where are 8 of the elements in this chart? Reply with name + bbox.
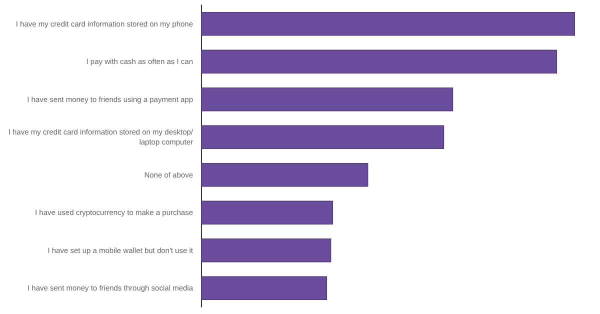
bar [201,12,575,36]
bar [201,238,332,262]
bar [201,276,328,300]
bar [201,162,368,187]
bar [201,125,444,150]
bar [201,87,454,112]
bar [201,50,558,74]
bar [201,200,334,225]
